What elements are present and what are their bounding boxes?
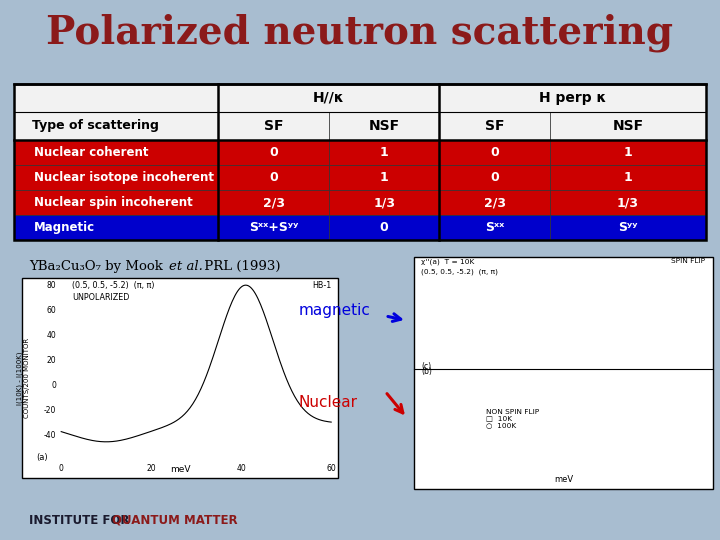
Text: (0.5, 0.5, -5.2)  (π, π): (0.5, 0.5, -5.2) (π, π)	[421, 269, 498, 275]
Text: Type of scattering: Type of scattering	[32, 119, 159, 132]
FancyBboxPatch shape	[14, 190, 218, 215]
FancyBboxPatch shape	[218, 215, 329, 240]
Text: Sʸʸ: Sʸʸ	[618, 221, 638, 234]
Text: SPIN FLIP: SPIN FLIP	[672, 258, 706, 264]
Text: magnetic: magnetic	[299, 303, 371, 318]
FancyBboxPatch shape	[14, 215, 218, 240]
Text: Nuclear coherent: Nuclear coherent	[34, 146, 148, 159]
Text: 1: 1	[624, 146, 632, 159]
Text: Sˣˣ: Sˣˣ	[485, 221, 505, 234]
Text: (c): (c)	[421, 362, 431, 371]
Text: 0: 0	[59, 464, 63, 474]
FancyBboxPatch shape	[218, 190, 329, 215]
Text: 1: 1	[380, 146, 389, 159]
Text: 1/3: 1/3	[617, 196, 639, 209]
FancyBboxPatch shape	[550, 112, 706, 140]
Text: NSF: NSF	[612, 119, 644, 133]
Text: QUANTUM MATTER: QUANTUM MATTER	[112, 514, 237, 526]
Text: Magnetic: Magnetic	[34, 221, 95, 234]
FancyBboxPatch shape	[218, 140, 329, 165]
Text: 80: 80	[47, 281, 56, 289]
FancyBboxPatch shape	[329, 140, 439, 165]
Text: 0: 0	[51, 381, 56, 390]
Text: 1: 1	[624, 171, 632, 184]
Text: HB-1: HB-1	[312, 281, 331, 290]
FancyBboxPatch shape	[439, 165, 550, 190]
Text: Polarized neutron scattering: Polarized neutron scattering	[47, 14, 673, 52]
Text: -40: -40	[44, 431, 56, 440]
FancyBboxPatch shape	[14, 112, 218, 140]
Text: H//κ: H//κ	[313, 91, 345, 105]
Text: Nuclear spin incoherent: Nuclear spin incoherent	[34, 196, 192, 209]
Text: (b): (b)	[421, 368, 432, 376]
Text: 40: 40	[46, 331, 56, 340]
Text: NON SPIN FLIP
□  10K
○  100K: NON SPIN FLIP □ 10K ○ 100K	[486, 408, 539, 429]
Text: 0: 0	[380, 221, 389, 234]
FancyBboxPatch shape	[439, 140, 550, 165]
FancyBboxPatch shape	[14, 140, 218, 165]
FancyBboxPatch shape	[439, 112, 550, 140]
Text: 0: 0	[490, 146, 499, 159]
Text: (a): (a)	[36, 453, 48, 462]
Text: χ''(a)  T = 10K: χ''(a) T = 10K	[421, 258, 474, 265]
FancyBboxPatch shape	[329, 215, 439, 240]
Text: meV: meV	[170, 464, 190, 474]
FancyBboxPatch shape	[550, 215, 706, 240]
Text: PRL (1993): PRL (1993)	[200, 260, 281, 273]
Text: Nuclear: Nuclear	[299, 395, 358, 410]
Text: YBa₂Cu₃O₇ by Mook: YBa₂Cu₃O₇ by Mook	[29, 260, 167, 273]
Text: INSTITUTE FOR: INSTITUTE FOR	[29, 514, 133, 526]
Text: 0: 0	[490, 171, 499, 184]
FancyBboxPatch shape	[550, 190, 706, 215]
Text: 0: 0	[269, 146, 278, 159]
FancyBboxPatch shape	[550, 140, 706, 165]
FancyBboxPatch shape	[218, 165, 329, 190]
Text: 60: 60	[46, 306, 56, 315]
Text: NSF: NSF	[369, 119, 400, 133]
FancyBboxPatch shape	[22, 278, 338, 478]
Text: UNPOLARIZED: UNPOLARIZED	[72, 293, 130, 302]
Text: -20: -20	[44, 406, 56, 415]
Text: 1/3: 1/3	[373, 196, 395, 209]
Text: et al.: et al.	[169, 260, 203, 273]
Text: SF: SF	[264, 119, 284, 133]
FancyBboxPatch shape	[329, 112, 439, 140]
Text: 2/3: 2/3	[263, 196, 284, 209]
Text: meV: meV	[554, 475, 573, 484]
Text: (0.5, 0.5, -5.2)  (π, π): (0.5, 0.5, -5.2) (π, π)	[72, 281, 155, 290]
FancyBboxPatch shape	[329, 190, 439, 215]
Text: 20: 20	[146, 464, 156, 474]
Text: Nuclear isotope incoherent: Nuclear isotope incoherent	[34, 171, 214, 184]
FancyBboxPatch shape	[439, 190, 550, 215]
Text: Sˣˣ+Sʸʸ: Sˣˣ+Sʸʸ	[249, 221, 298, 234]
Text: H perp κ: H perp κ	[539, 91, 606, 105]
Text: 1: 1	[380, 171, 389, 184]
FancyBboxPatch shape	[414, 256, 713, 489]
FancyBboxPatch shape	[329, 165, 439, 190]
FancyBboxPatch shape	[14, 84, 218, 112]
Text: 0: 0	[269, 171, 278, 184]
FancyBboxPatch shape	[439, 84, 706, 112]
FancyBboxPatch shape	[14, 165, 218, 190]
Text: 20: 20	[47, 356, 56, 365]
Text: SF: SF	[485, 119, 505, 133]
Text: 60: 60	[326, 464, 336, 474]
Text: I(10K) - I(100K)
COUNTS/200 MONITOR: I(10K) - I(100K) COUNTS/200 MONITOR	[17, 338, 30, 418]
FancyBboxPatch shape	[218, 84, 439, 112]
Text: 2/3: 2/3	[484, 196, 505, 209]
FancyBboxPatch shape	[439, 215, 550, 240]
FancyBboxPatch shape	[550, 165, 706, 190]
FancyBboxPatch shape	[218, 112, 329, 140]
Text: 40: 40	[236, 464, 246, 474]
